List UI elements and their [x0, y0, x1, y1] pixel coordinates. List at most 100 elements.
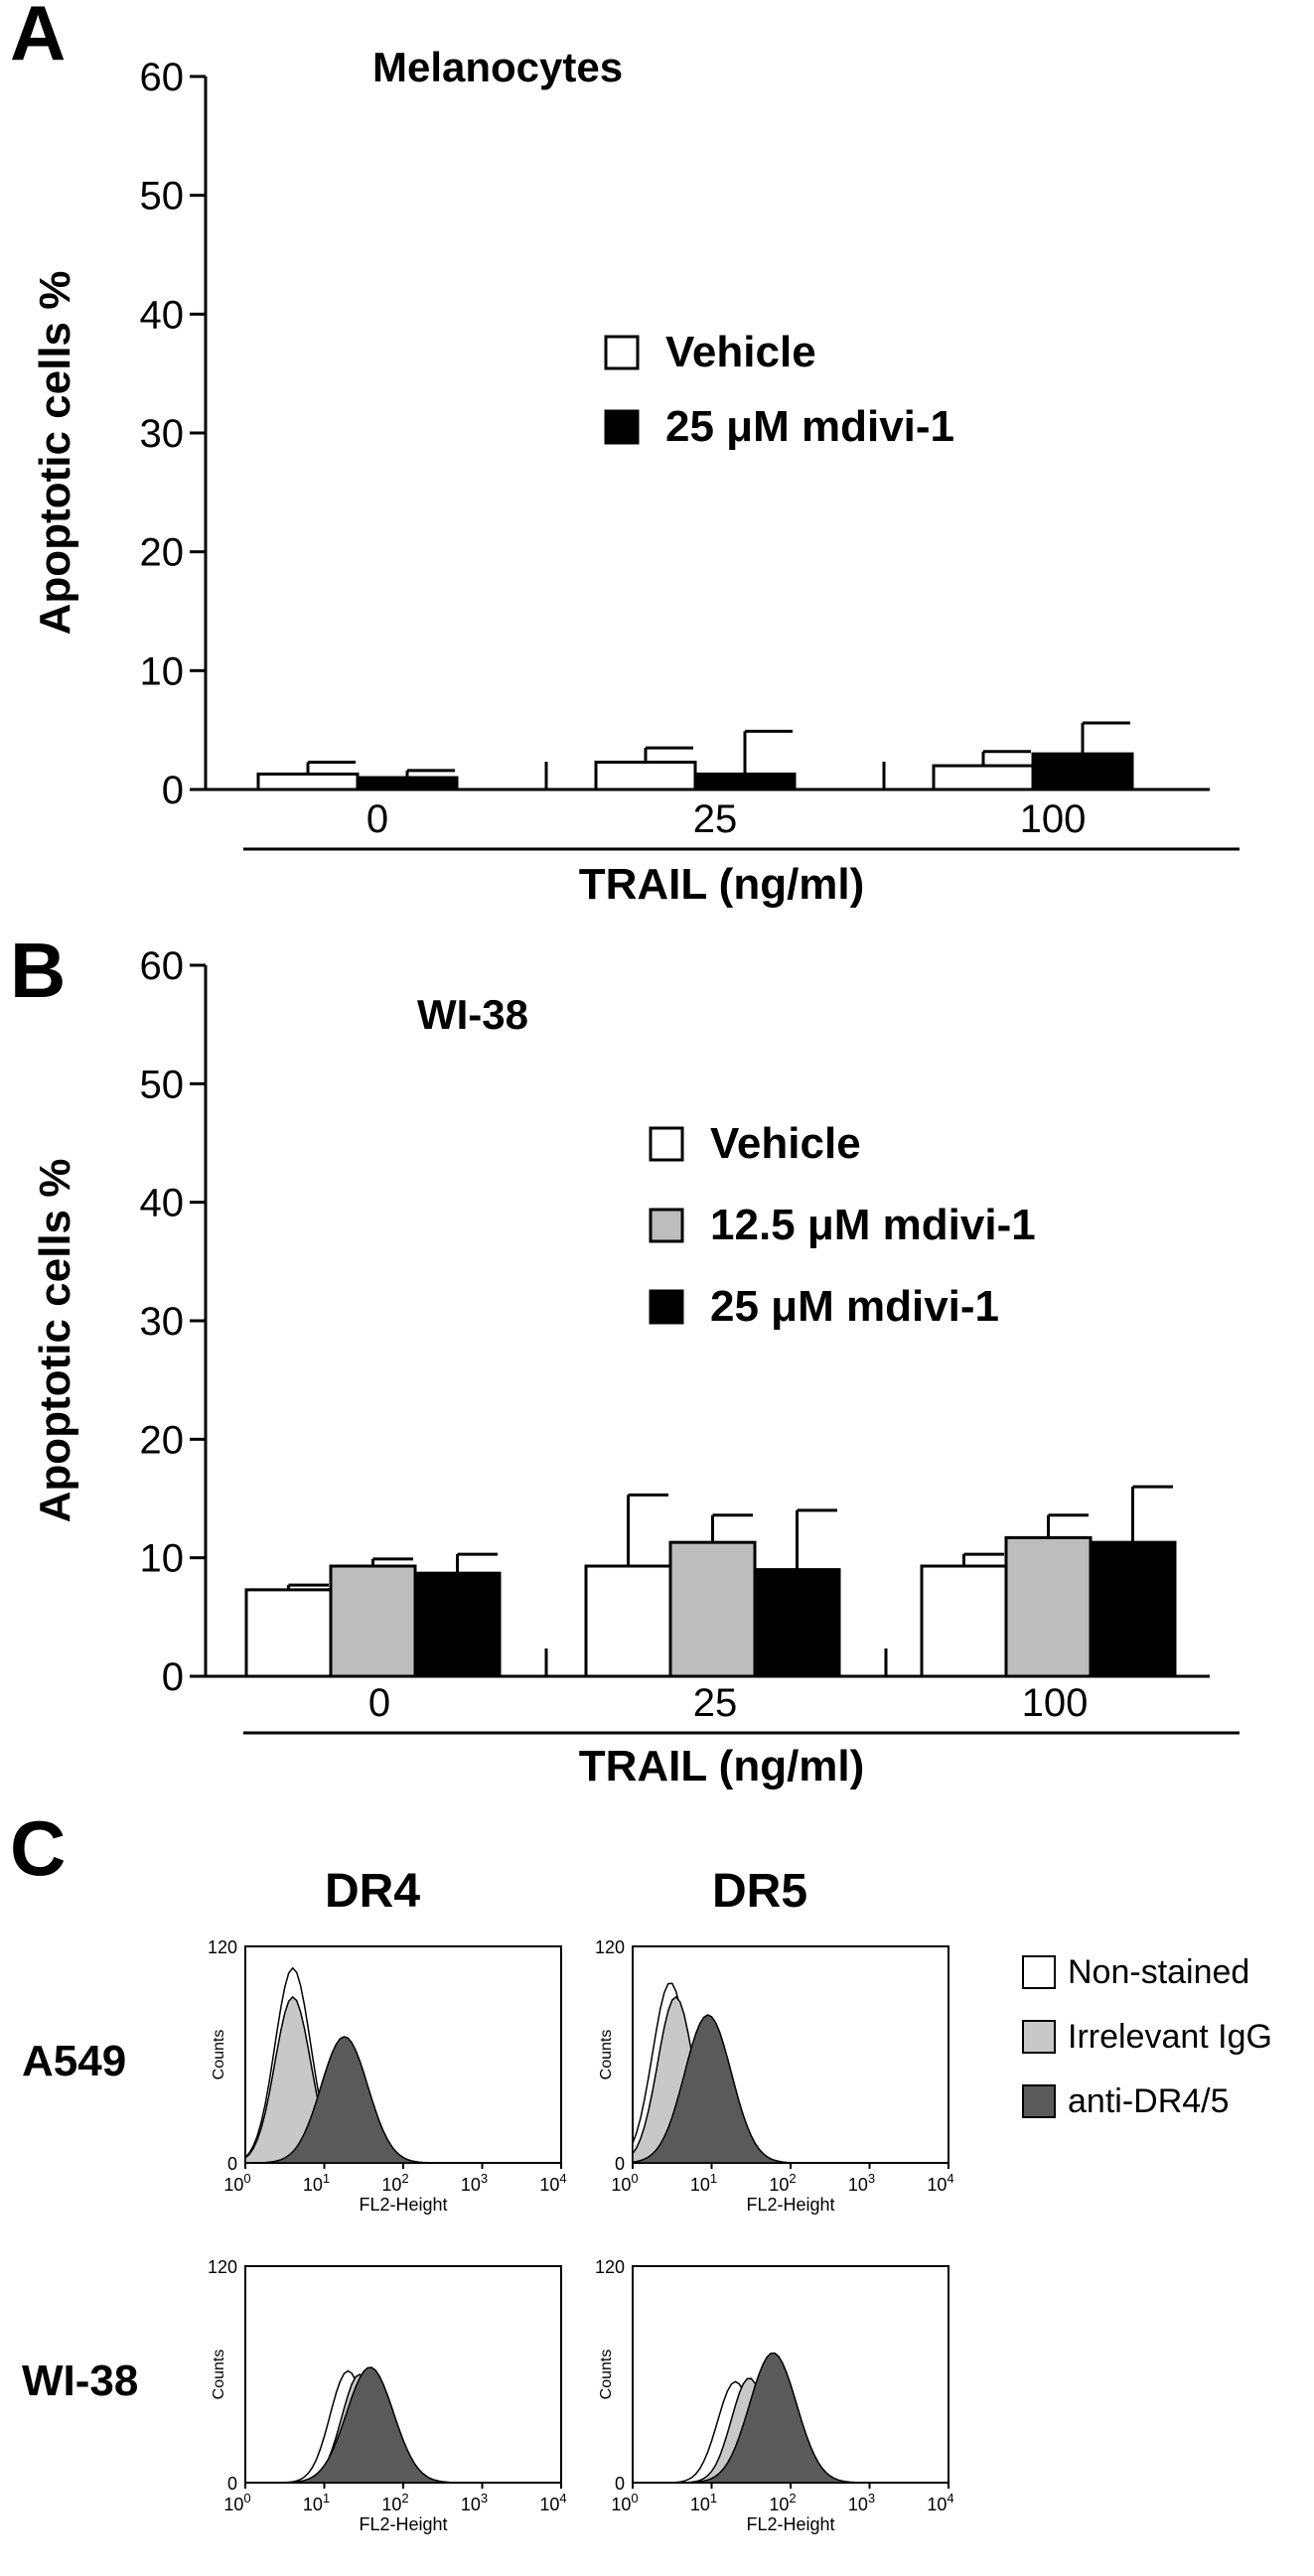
hist-a549-dr4-y-tick-label: 0 — [227, 2154, 237, 2174]
hist-wi-38-dr5-y-tick-label: 120 — [595, 2257, 625, 2277]
panel-a-x-tick-label: 100 — [1020, 797, 1087, 841]
panel-b-y-tick-label: 20 — [140, 1418, 185, 1462]
panel-a-y-tick-label: 10 — [140, 649, 185, 693]
panel-b-bar — [244, 1588, 333, 1678]
hist-wi-38-dr5-y-tick-label: 0 — [615, 2474, 625, 2494]
hist-a549-dr4: 0 120 Counts 100 101 102 103 104 FL2-Height — [208, 1937, 567, 2215]
panel-c-chart: C DR4 DR5 A549 WI-38 0 120 Counts 100 101 102 103 10… — [10, 1804, 1272, 2534]
panel-c-legend-label: Non-stained — [1068, 1953, 1249, 1991]
panel-a-chart: A Melanocytes 0 10 20 30 40 50 60 Apoptotic cells… — [10, 0, 1240, 909]
panel-c-letter: C — [10, 1804, 66, 1892]
panel-b-y-tick-label: 0 — [162, 1655, 184, 1699]
hist-wi-38-dr4-y-tick-label: 0 — [227, 2474, 237, 2494]
hist-wi-38-dr4-x-tick-label: 104 — [539, 2491, 566, 2514]
hist-a549-dr5-x-tick-label: 101 — [690, 2171, 717, 2195]
panel-b-y-tick-label: 50 — [140, 1063, 185, 1106]
panel-b-bar — [329, 1564, 417, 1678]
hist-a549-dr5: 0 120 Counts 100 101 102 103 104 FL2-Height — [595, 1937, 954, 2215]
panel-b-bar — [1004, 1535, 1093, 1678]
hist-a549-dr4-x-tick-label: 103 — [461, 2171, 488, 2195]
panel-a-bar — [1031, 752, 1134, 791]
hist-wi-38-dr4-y-tick-label: 120 — [208, 2257, 237, 2277]
panel-a-bar — [693, 772, 797, 791]
hist-wi-38-dr5-x-tick-label: 102 — [769, 2491, 796, 2514]
hist-wi-38-dr4-y-axis-label: Counts — [211, 2350, 227, 2400]
panel-b-legend-label: 12.5 μM mdivi-1 — [710, 1201, 1036, 1249]
hist-a549-dr5-x-tick-label: 104 — [927, 2171, 953, 2195]
hist-a549-dr5-y-tick-label: 120 — [595, 1937, 625, 1957]
panel-b-title: WI-38 — [417, 991, 528, 1038]
panel-c-column-label: DR4 — [325, 1865, 420, 1918]
panel-a-y-tick-label: 40 — [140, 293, 185, 337]
hist-wi-38-dr5-x-tick-label: 100 — [611, 2491, 638, 2514]
panel-a-y-axis-label: Apoptotic cells % — [31, 271, 79, 636]
hist-wi-38-dr5-x-axis-label: FL2-Height — [746, 2514, 834, 2534]
panel-a-y-tick-label: 20 — [140, 531, 185, 575]
panel-b-bar — [413, 1571, 502, 1678]
panel-a-legend-label: 25 μM mdivi-1 — [665, 402, 954, 451]
panel-a-y-tick-label: 0 — [162, 769, 184, 812]
panel-b-x-tick-label: 0 — [368, 1681, 390, 1725]
hist-a549-dr5-y-tick-label: 0 — [615, 2154, 625, 2174]
hist-a549-dr4-x-axis-label: FL2-Height — [359, 2195, 447, 2215]
panel-b-legend-label: 25 μM mdivi-1 — [710, 1282, 999, 1331]
hist-a549-dr5-x-tick-label: 100 — [611, 2171, 638, 2195]
panel-a-bar — [356, 776, 459, 791]
panel-b-x-axis-label: TRAIL (ng/ml) — [579, 1742, 865, 1790]
hist-a549-dr4-curve — [245, 2036, 561, 2164]
panel-a-legend-swatch — [604, 409, 640, 445]
panel-c-legend-swatch — [1022, 1955, 1056, 1989]
hist-a549-dr5-x-tick-label: 102 — [769, 2171, 796, 2195]
hist-a549-dr4-x-tick-label: 101 — [303, 2171, 330, 2195]
panel-a-bar — [932, 764, 1035, 791]
hist-a549-dr4-x-tick-label: 100 — [223, 2171, 250, 2195]
panel-b-x-tick-label: 25 — [693, 1681, 738, 1725]
hist-wi-38-dr5-curve — [633, 2352, 949, 2484]
panel-a-letter: A — [10, 0, 66, 76]
hist-a549-dr4-x-tick-label: 104 — [539, 2171, 566, 2195]
hist-a549-dr4-x-tick-label: 102 — [381, 2171, 408, 2195]
panel-c-row-label: WI-38 — [22, 2357, 138, 2405]
panel-a-x-axis-label: TRAIL (ng/ml) — [579, 860, 865, 909]
hist-a549-dr5-y-axis-label: Counts — [598, 2030, 615, 2080]
hist-a549-dr4-y-tick-label: 120 — [208, 1937, 237, 1957]
panel-c-legend-label: Irrelevant IgG — [1068, 2018, 1272, 2056]
hist-wi-38-dr4-x-axis-label: FL2-Height — [359, 2514, 447, 2534]
panel-b-y-tick-label: 60 — [140, 944, 185, 988]
hist-a549-dr4-y-axis-label: Counts — [211, 2030, 227, 2080]
panel-b-y-tick-label: 40 — [140, 1182, 185, 1225]
panel-c-column-label: DR5 — [712, 1865, 807, 1918]
panel-b-letter: B — [10, 927, 66, 1014]
panel-c-legend-swatch — [1022, 2084, 1056, 2118]
panel-b-bar — [668, 1540, 757, 1678]
panel-a-y-tick-label: 30 — [140, 412, 185, 456]
hist-wi-38-dr5-x-tick-label: 103 — [848, 2491, 875, 2514]
hist-wi-38-dr5-y-axis-label: Counts — [598, 2350, 615, 2400]
hist-wi-38-dr4-x-tick-label: 102 — [381, 2491, 408, 2514]
panel-b-legend-swatch — [649, 1208, 684, 1243]
hist-wi-38-dr5: 0 120 Counts 100 101 102 103 104 FL2-Height — [595, 2257, 954, 2534]
panel-b-bar — [584, 1564, 672, 1678]
hist-wi-38-dr4-x-tick-label: 100 — [223, 2491, 250, 2514]
hist-wi-38-dr5-x-tick-label: 104 — [927, 2491, 953, 2514]
panel-a-legend-label: Vehicle — [665, 328, 816, 376]
hist-wi-38-dr4: 0 120 Counts 100 101 102 103 104 FL2-Height — [208, 2257, 567, 2534]
panel-b-y-tick-label: 10 — [140, 1537, 185, 1581]
panel-c-row-label: A549 — [22, 2037, 126, 2085]
hist-a549-dr5-x-axis-label: FL2-Height — [746, 2195, 834, 2215]
panel-a-legend-swatch — [604, 335, 640, 370]
hist-wi-38-dr4-curve — [245, 2366, 561, 2484]
panel-a-bar — [594, 760, 697, 791]
panel-a-y-tick-label: 50 — [140, 175, 185, 218]
panel-b-y-tick-label: 30 — [140, 1300, 185, 1344]
panel-c-legend-swatch — [1022, 2020, 1056, 2054]
panel-c-legend-label: anti-DR4/5 — [1068, 2082, 1230, 2120]
hist-wi-38-dr4-x-tick-label: 103 — [461, 2491, 488, 2514]
hist-wi-38-dr4-x-tick-label: 101 — [303, 2491, 330, 2514]
hist-a549-dr5-x-tick-label: 103 — [848, 2171, 875, 2195]
panel-a-y-tick-label: 60 — [140, 56, 185, 99]
panel-a-x-tick-label: 0 — [366, 797, 388, 841]
panel-b-chart: B WI-38 0 10 20 30 40 50 60 Apoptotic cells % 0 25 1… — [10, 927, 1240, 1790]
panel-b-legend-label: Vehicle — [710, 1119, 861, 1168]
